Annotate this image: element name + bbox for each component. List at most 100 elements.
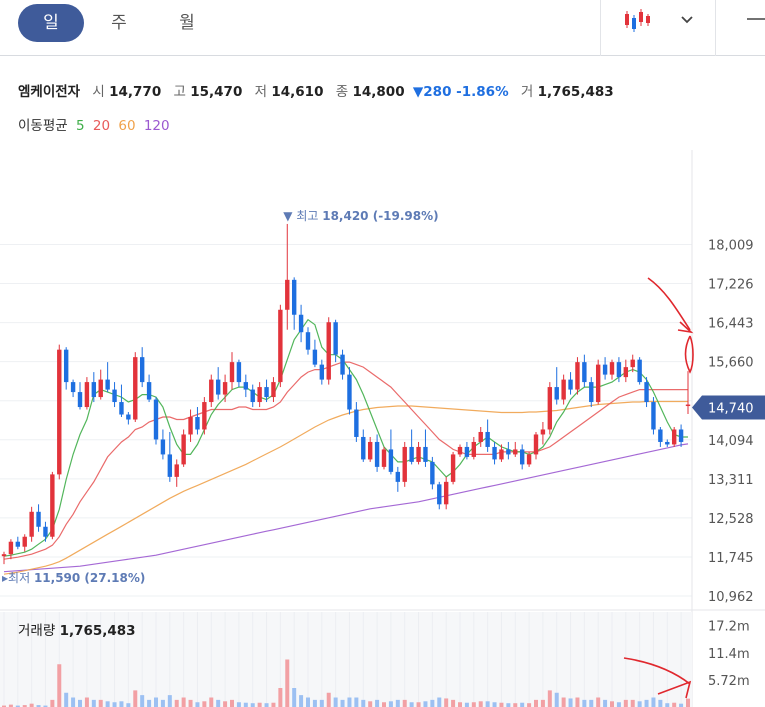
candle-body [430, 461, 435, 485]
y-tick-label: 13,311 [708, 473, 754, 488]
y-tick-label: 14,094 [708, 434, 754, 449]
volume-bar [610, 701, 614, 707]
candle-body [181, 434, 186, 465]
candle-body [582, 362, 587, 383]
volume-bar [492, 702, 497, 707]
candle-body [202, 402, 207, 430]
ma-5-label[interactable]: 5 [75, 118, 85, 134]
chevron-down-icon[interactable] [676, 8, 698, 30]
volume-panel-value: 1,765,483 [59, 623, 136, 639]
candle-body [264, 387, 269, 398]
candle-body [671, 429, 677, 445]
volume-bar [430, 699, 435, 707]
tab-weekly[interactable]: 주 [111, 13, 127, 33]
volume-bar [36, 705, 41, 707]
current-price-label: 14,740 [708, 402, 754, 417]
volume-bar [547, 690, 552, 707]
candle-body [561, 379, 566, 400]
candle-body [139, 357, 145, 383]
candle-body [361, 436, 366, 460]
candle-body [526, 454, 532, 465]
annotation-arrow-head [657, 680, 692, 699]
candle-body [381, 449, 387, 467]
low-value: 14,610 [271, 84, 324, 100]
candle-body [575, 362, 580, 390]
high-label: 고 [173, 84, 186, 100]
annotation-arrow-head [677, 321, 694, 334]
candle-body [229, 362, 235, 383]
volume-tick-label: 5.72m [708, 674, 750, 689]
ma-120-label[interactable]: 120 [143, 118, 170, 134]
candlestick-icon [625, 9, 650, 32]
ma-20-label[interactable]: 20 [92, 118, 111, 134]
moving-average-legend: 이동평균 5 20 60 120 [18, 114, 170, 134]
chart-type-button[interactable] [622, 6, 656, 36]
tab-daily[interactable]: 일 [18, 4, 84, 42]
volume-bar [126, 703, 131, 707]
candle-body [8, 541, 14, 555]
volume-bar [236, 702, 241, 707]
candle-body [402, 446, 407, 482]
candle-body [616, 362, 622, 378]
candle-body [589, 382, 594, 403]
volume-bar [575, 697, 580, 707]
volume-panel-label: 거래량 [18, 623, 56, 639]
volume-bar [506, 703, 511, 707]
y-tick-label: 17,226 [708, 278, 754, 293]
volume-bar [15, 705, 20, 707]
candle-body [685, 404, 691, 407]
low-label: 저 [254, 84, 268, 100]
candle-body [174, 464, 179, 477]
candle-body [278, 309, 283, 383]
volume-bar [651, 697, 656, 707]
candle-body [374, 441, 380, 467]
price-chart[interactable]: 18,00917,22616,44315,66014,87714,09413,3… [0, 150, 765, 707]
candle-body [112, 389, 117, 403]
candle-body [471, 441, 477, 457]
volume-bar [464, 702, 469, 707]
tab-monthly[interactable]: 월 [179, 13, 195, 33]
candle-body [609, 362, 615, 375]
candle-body [423, 446, 428, 462]
volume-bar [216, 699, 221, 707]
y-tick-label: 11,745 [708, 551, 754, 566]
candle-body [215, 379, 221, 395]
volume-bar [444, 698, 449, 707]
stock-name: 엠케이전자 [18, 84, 81, 100]
candle-body [457, 446, 463, 455]
volume-bar [451, 699, 456, 707]
candle-body [485, 431, 490, 447]
toolbar-divider [715, 0, 716, 56]
candle-body [326, 322, 331, 380]
volume-bar [257, 702, 262, 707]
y-tick-label: 18,009 [708, 238, 754, 253]
candle-body [50, 474, 55, 537]
annotation-circle [684, 335, 694, 374]
high-value: 15,470 [190, 84, 243, 100]
volume-bar [361, 699, 366, 707]
candle-body [651, 402, 656, 430]
candle-body [540, 429, 546, 435]
volume-panel-bg [0, 612, 692, 707]
volume-bar [133, 690, 138, 707]
volume-bar [71, 697, 76, 707]
candle-body [257, 387, 262, 403]
candle-body [57, 349, 62, 475]
y-tick-label: 10,962 [708, 590, 754, 605]
volume-bar [223, 701, 228, 707]
volume-bar [243, 702, 248, 707]
top-toolbar: 일 주 월 [0, 0, 765, 56]
volume-bar [416, 702, 421, 707]
volume-bar [202, 701, 207, 707]
close-value: 14,800 [352, 84, 405, 100]
minus-icon[interactable] [745, 8, 765, 30]
candle-body [160, 439, 166, 455]
volume-bar [582, 699, 587, 707]
candle-body [513, 449, 518, 455]
candle-body [146, 382, 152, 400]
candle-body [464, 446, 470, 457]
candle-body [188, 417, 193, 435]
candle-body [153, 399, 159, 440]
candle-body [333, 322, 338, 355]
ma-60-label[interactable]: 60 [118, 118, 136, 134]
